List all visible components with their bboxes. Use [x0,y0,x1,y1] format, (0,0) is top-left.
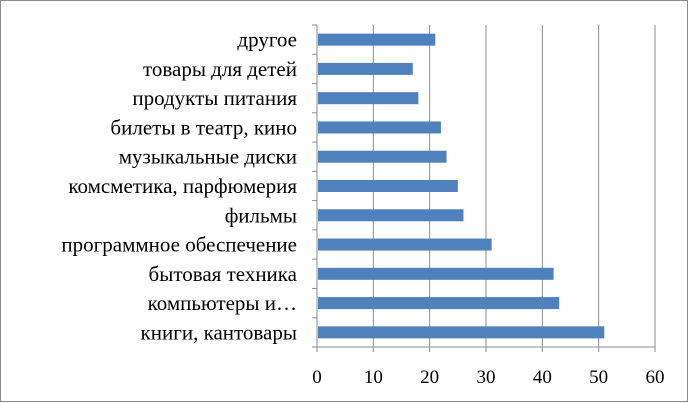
category-label: фильмы [225,203,297,227]
x-tick-label: 40 [533,367,552,388]
x-tick-label: 10 [364,367,383,388]
category-label: продукты питания [132,86,297,110]
bar [318,238,492,251]
category-label: музыкальные диски [119,145,297,169]
bar [318,62,413,75]
bar [318,92,419,105]
bar [318,326,605,339]
bar [318,297,560,310]
category-label: другое [237,28,297,52]
category-label: программное обеспечение [61,233,297,257]
bar [318,267,554,280]
x-tick-label: 0 [312,367,322,388]
category-label: билеты в театр, кино [110,115,297,139]
category-label: книги, кантовары [141,320,297,344]
category-label: бытовая техника [149,262,298,286]
bar [318,209,464,222]
category-label: товары для детей [143,57,297,81]
x-tick-label: 60 [646,367,665,388]
bar [318,33,436,46]
category-label: компьютеры и… [148,291,297,315]
x-tick-label: 20 [420,367,439,388]
bar [318,150,447,163]
bar [318,121,441,134]
bar [318,180,458,192]
category-label: комсметика, парфюмерия [68,174,297,198]
x-tick-label: 50 [589,367,608,388]
x-tick-label: 30 [477,367,496,388]
